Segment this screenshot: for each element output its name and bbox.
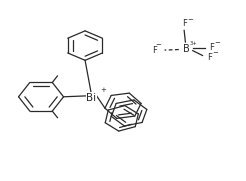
Text: −: − xyxy=(187,17,193,23)
Text: F: F xyxy=(207,53,212,62)
Text: −: − xyxy=(212,50,218,56)
Text: Bi: Bi xyxy=(86,93,96,103)
Text: 3+: 3+ xyxy=(190,41,198,46)
Text: B: B xyxy=(183,44,190,54)
Text: +: + xyxy=(100,87,106,93)
Text: F: F xyxy=(152,46,157,55)
Text: −: − xyxy=(155,42,161,48)
Text: −: − xyxy=(214,40,220,46)
Text: F: F xyxy=(209,43,214,52)
Text: F: F xyxy=(182,19,186,28)
